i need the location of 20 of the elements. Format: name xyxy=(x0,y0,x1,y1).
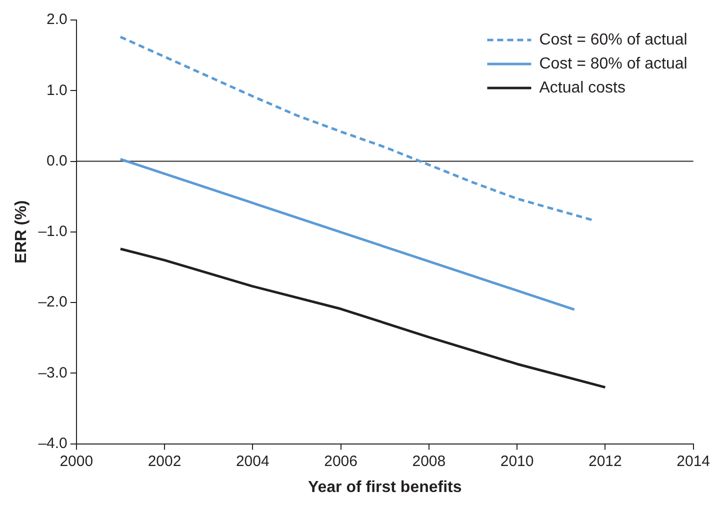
x-tick-label: 2014 xyxy=(676,452,710,470)
x-tick-label: 2010 xyxy=(500,452,534,470)
x-tick-label: 2008 xyxy=(412,452,446,470)
y-tick-label: 0.0 xyxy=(46,152,68,170)
y-tick-label: –1.0 xyxy=(38,223,68,240)
legend-label: Cost = 60% of actual xyxy=(539,31,688,48)
y-tick-label: –3.0 xyxy=(38,364,68,382)
x-tick-label: 2012 xyxy=(588,452,622,470)
legend-label: Actual costs xyxy=(539,79,626,96)
x-tick-label: 2002 xyxy=(148,452,182,470)
x-tick-label: 2006 xyxy=(324,452,358,470)
y-axis-title: ERR (%) xyxy=(13,200,30,264)
y-tick-label: –4.0 xyxy=(38,434,68,452)
x-tick-label: 2004 xyxy=(236,452,270,470)
y-tick-label: 1.0 xyxy=(46,82,68,99)
legend-label: Cost = 80% of actual xyxy=(539,55,688,72)
x-axis-title: Year of first benefits xyxy=(308,478,462,496)
y-tick-label: 2.0 xyxy=(46,11,68,28)
x-tick-label: 2000 xyxy=(60,452,94,470)
y-tick-label: –2.0 xyxy=(38,294,68,311)
